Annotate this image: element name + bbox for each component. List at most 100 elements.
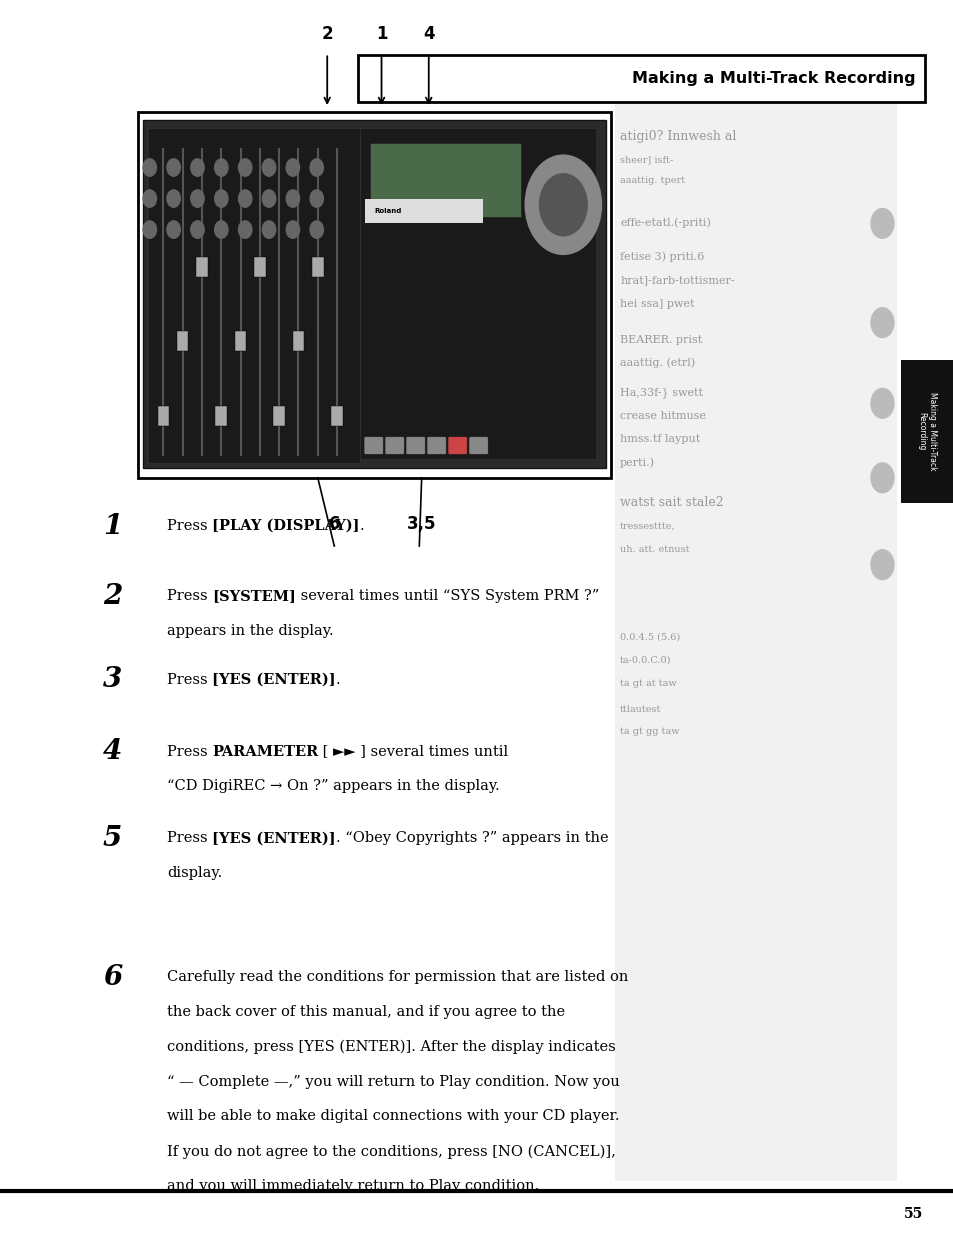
Circle shape: [167, 190, 180, 207]
Circle shape: [167, 221, 180, 238]
FancyBboxPatch shape: [148, 128, 360, 463]
Text: [PLAY (DISPLAY)]: [PLAY (DISPLAY)]: [212, 519, 359, 532]
Text: conditions, press [YES (ENTER)]. After the display indicates: conditions, press [YES (ENTER)]. After t…: [167, 1040, 615, 1055]
Text: ta gt gg taw: ta gt gg taw: [619, 727, 679, 736]
Circle shape: [870, 550, 893, 580]
FancyBboxPatch shape: [615, 102, 896, 1181]
Circle shape: [238, 159, 252, 176]
FancyBboxPatch shape: [370, 143, 520, 217]
Circle shape: [870, 388, 893, 418]
Text: BEARER. prist: BEARER. prist: [619, 335, 701, 345]
FancyBboxPatch shape: [360, 128, 596, 459]
Circle shape: [286, 221, 299, 238]
Circle shape: [286, 159, 299, 176]
Text: 2: 2: [103, 583, 122, 611]
Text: “ — Complete —,” you will return to Play condition. Now you: “ — Complete —,” you will return to Play…: [167, 1075, 619, 1088]
FancyBboxPatch shape: [176, 331, 188, 351]
Circle shape: [262, 159, 275, 176]
Text: 6: 6: [103, 964, 122, 992]
Circle shape: [310, 221, 323, 238]
Text: watst sait stale2: watst sait stale2: [619, 496, 723, 509]
FancyBboxPatch shape: [469, 437, 488, 454]
Circle shape: [143, 190, 156, 207]
Text: . “Obey Copyrights ?” appears in the: . “Obey Copyrights ?” appears in the: [335, 831, 608, 845]
Circle shape: [143, 159, 156, 176]
FancyBboxPatch shape: [215, 406, 227, 426]
Text: appears in the display.: appears in the display.: [167, 624, 334, 638]
FancyBboxPatch shape: [900, 360, 953, 503]
FancyBboxPatch shape: [406, 437, 425, 454]
FancyBboxPatch shape: [274, 406, 285, 426]
Text: 55: 55: [903, 1206, 923, 1221]
Text: 4: 4: [422, 25, 435, 43]
FancyBboxPatch shape: [357, 55, 924, 102]
Text: Ha,33f-} swett: Ha,33f-} swett: [619, 387, 702, 398]
Circle shape: [310, 159, 323, 176]
Text: atigi0? Innwesh al: atigi0? Innwesh al: [619, 130, 736, 143]
FancyBboxPatch shape: [253, 257, 265, 277]
Circle shape: [539, 174, 587, 236]
Circle shape: [262, 190, 275, 207]
Text: sheer] isft-: sheer] isft-: [619, 155, 673, 164]
FancyBboxPatch shape: [196, 257, 208, 277]
Text: .: .: [335, 673, 340, 686]
Text: .: .: [359, 519, 364, 532]
Text: 1: 1: [375, 25, 387, 43]
Circle shape: [310, 190, 323, 207]
Circle shape: [214, 221, 228, 238]
Text: hmss.tf layput: hmss.tf layput: [619, 434, 700, 444]
Text: 5: 5: [103, 825, 122, 853]
Text: 3: 3: [103, 666, 122, 694]
Text: Roland: Roland: [375, 208, 401, 213]
Circle shape: [238, 221, 252, 238]
Circle shape: [167, 159, 180, 176]
FancyBboxPatch shape: [427, 437, 446, 454]
Text: and you will immediately return to Play condition.: and you will immediately return to Play …: [167, 1179, 538, 1193]
Circle shape: [214, 159, 228, 176]
Circle shape: [191, 159, 204, 176]
Circle shape: [262, 221, 275, 238]
Text: [ ►► ] several times until: [ ►► ] several times until: [318, 745, 508, 758]
Text: If you do not agree to the conditions, press [NO (CANCEL)],: If you do not agree to the conditions, p…: [167, 1144, 616, 1159]
FancyBboxPatch shape: [448, 437, 467, 454]
FancyBboxPatch shape: [365, 199, 482, 223]
Circle shape: [191, 190, 204, 207]
FancyBboxPatch shape: [157, 406, 169, 426]
Text: hei ssa] pwet: hei ssa] pwet: [619, 299, 694, 309]
Text: Press: Press: [167, 519, 212, 532]
Circle shape: [238, 190, 252, 207]
Text: ttlautest: ttlautest: [619, 705, 660, 714]
Text: Carefully read the conditions for permission that are listed on: Carefully read the conditions for permis…: [167, 970, 628, 984]
Text: Press: Press: [167, 673, 212, 686]
Text: aaattig. tpert: aaattig. tpert: [619, 176, 684, 185]
FancyBboxPatch shape: [138, 112, 610, 478]
Circle shape: [525, 155, 600, 254]
Circle shape: [143, 221, 156, 238]
FancyBboxPatch shape: [364, 437, 383, 454]
Text: crease hitmuse: crease hitmuse: [619, 411, 705, 421]
Text: [SYSTEM]: [SYSTEM]: [212, 589, 295, 603]
Circle shape: [214, 190, 228, 207]
Circle shape: [870, 208, 893, 238]
Text: Press: Press: [167, 831, 212, 845]
Text: PARAMETER: PARAMETER: [212, 745, 318, 758]
Circle shape: [870, 463, 893, 493]
FancyBboxPatch shape: [385, 437, 404, 454]
Text: 6: 6: [328, 515, 339, 534]
Text: aaattig. (etrl): aaattig. (etrl): [619, 357, 695, 369]
FancyBboxPatch shape: [312, 257, 323, 277]
Circle shape: [870, 308, 893, 338]
Text: Making a Multi-Track Recording: Making a Multi-Track Recording: [632, 71, 915, 86]
Text: the back cover of this manual, and if you agree to the: the back cover of this manual, and if yo…: [167, 1005, 564, 1019]
Text: Press: Press: [167, 745, 212, 758]
Text: fetise 3) priti.6: fetise 3) priti.6: [619, 252, 703, 263]
Text: [YES (ENTER)]: [YES (ENTER)]: [212, 831, 335, 845]
Text: display.: display.: [167, 866, 222, 880]
Text: ta-0.0.C.0): ta-0.0.C.0): [619, 655, 671, 664]
Text: tressesttte,: tressesttte,: [619, 521, 675, 530]
FancyBboxPatch shape: [293, 331, 304, 351]
Text: 1: 1: [103, 513, 122, 540]
Text: “CD DigiREC → On ?” appears in the display.: “CD DigiREC → On ?” appears in the displ…: [167, 779, 499, 793]
Text: will be able to make digital connections with your CD player.: will be able to make digital connections…: [167, 1109, 618, 1123]
Text: 4: 4: [103, 738, 122, 766]
